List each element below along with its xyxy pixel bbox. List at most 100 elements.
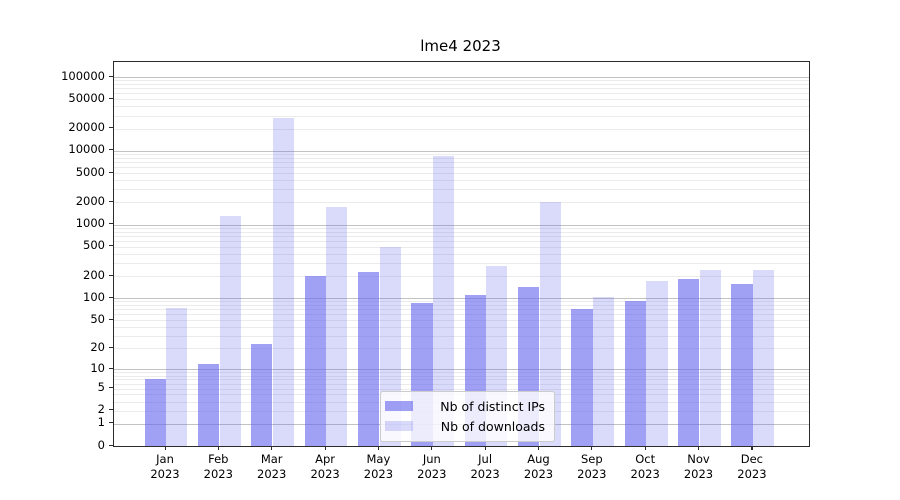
y-tick-mark [109, 422, 113, 424]
gridline-minor [114, 379, 809, 381]
bar-downloads-apr [326, 206, 348, 446]
x-tick-label: Jan 2023 [150, 452, 180, 481]
bar-distinct-ips-jan [144, 379, 166, 446]
gridline-minor [114, 202, 809, 204]
bar-distinct-ips-feb [197, 363, 220, 446]
y-tick-label: 1000 [75, 216, 105, 231]
gridline-major [114, 369, 809, 371]
y-tick-label: 50 [90, 311, 105, 326]
gridline-minor [114, 388, 809, 390]
y-tick-mark [109, 318, 113, 320]
y-tick-label: 10 [90, 360, 105, 375]
y-tick-mark [109, 367, 113, 369]
y-tick-label: 200 [83, 267, 105, 282]
gridline-minor [114, 157, 809, 159]
x-tick-label: Feb 2023 [203, 452, 233, 481]
bar-distinct-ips-apr [304, 276, 326, 446]
gridline-minor [114, 99, 809, 101]
bar-downloads-aug [539, 202, 561, 446]
x-tick-mark [271, 446, 273, 450]
gridline-minor [114, 335, 809, 337]
y-tick-mark [109, 274, 113, 276]
gridline-minor [114, 305, 809, 307]
gridline-major [114, 298, 809, 300]
bar-downloads-jan [166, 308, 188, 446]
x-tick-mark [644, 446, 646, 450]
gridline-minor [114, 236, 809, 237]
gridline-minor [114, 80, 809, 82]
legend: Nb of distinct IPs Nb of downloads [380, 391, 555, 442]
x-tick-mark [538, 446, 540, 450]
x-tick-label: May 2023 [363, 452, 394, 481]
gridline-minor [114, 84, 809, 86]
x-tick-label: Mar 2023 [257, 452, 287, 481]
x-tick-label: Jun 2023 [417, 452, 447, 481]
gridline-minor [114, 88, 809, 90]
gridline-minor [114, 375, 809, 377]
gridline-minor [114, 227, 809, 229]
bar-downloads-nov [699, 269, 721, 446]
gridline-minor [114, 180, 809, 182]
x-tick-mark [591, 446, 593, 450]
y-tick-mark [109, 444, 113, 446]
gridline-minor [114, 327, 809, 328]
x-tick-mark [431, 446, 433, 450]
legend-swatch-distinct-ips [385, 401, 413, 411]
bar-distinct-ips-nov [678, 278, 700, 446]
legend-swatch-downloads [385, 421, 413, 431]
x-tick-mark [751, 446, 753, 450]
legend-label-downloads: Nb of downloads [440, 418, 545, 434]
x-tick-label: Jul 2023 [470, 452, 500, 481]
bar-downloads-sep [593, 296, 615, 446]
y-tick-mark [109, 200, 113, 203]
y-tick-label: 2 [97, 402, 105, 417]
x-tick-label: Sep 2023 [577, 452, 607, 481]
bar-downloads-dec [753, 269, 775, 446]
gridline-minor [114, 128, 809, 130]
gridline-minor [114, 320, 809, 321]
gridline-minor [114, 240, 809, 242]
y-tick-label: 2000 [75, 193, 105, 208]
x-tick-mark [377, 446, 380, 450]
gridline-minor [114, 189, 809, 191]
bar-downloads-oct [646, 281, 668, 446]
bar-distinct-ips-may [358, 271, 380, 446]
gridline-minor [114, 301, 809, 303]
y-tick-label: 1 [97, 415, 105, 430]
y-tick-label: 20 [90, 339, 105, 354]
gridline-minor [114, 106, 809, 108]
bar-distinct-ips-oct [624, 301, 646, 446]
y-tick-mark [109, 296, 113, 298]
x-tick-label: Aug 2023 [523, 452, 554, 481]
y-tick-mark [109, 75, 113, 77]
x-tick-mark [164, 446, 166, 450]
y-tick-mark [109, 171, 113, 173]
y-tick-label: 50000 [68, 90, 105, 105]
bar-downloads-jun [432, 156, 455, 446]
bar-distinct-ips-mar [251, 344, 273, 446]
y-tick-mark [109, 346, 113, 349]
y-tick-mark [109, 97, 113, 99]
x-tick-label: Apr 2023 [310, 452, 340, 481]
x-tick-label: Nov 2023 [683, 452, 714, 481]
y-tick-label: 10000 [68, 142, 105, 157]
y-tick-mark [109, 245, 113, 247]
x-tick-mark [484, 446, 486, 450]
x-tick-mark [698, 446, 700, 450]
y-tick-label: 5000 [75, 164, 105, 179]
y-tick-label: 500 [83, 238, 105, 253]
legend-label-distinct-ips: Nb of distinct IPs [440, 398, 545, 414]
gridline-minor [114, 383, 809, 385]
plot-area [113, 61, 810, 447]
y-tick-mark [109, 127, 113, 129]
gridline-major [114, 224, 809, 226]
gridline-minor [114, 115, 809, 117]
x-tick-label: Dec 2023 [737, 452, 767, 481]
y-tick-label: 5 [97, 380, 105, 395]
gridline-minor [114, 246, 809, 248]
gridline-minor [114, 154, 809, 156]
gridline-major [114, 150, 809, 152]
legend-item-distinct-ips: Nb of distinct IPs [385, 396, 545, 416]
x-tick-mark [324, 446, 326, 450]
y-tick-label: 20000 [68, 120, 105, 135]
